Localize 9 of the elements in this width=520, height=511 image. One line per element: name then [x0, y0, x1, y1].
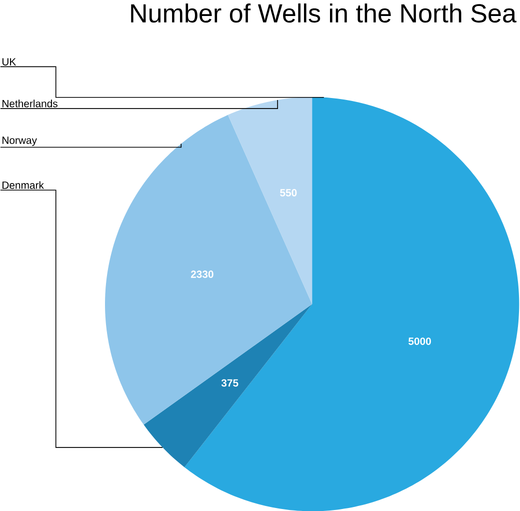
chart-title: Number of Wells in the North Sea — [131, 3, 516, 22]
data-label: 550 — [280, 188, 297, 196]
slice-label: UK — [2, 58, 16, 66]
data-label: 2330 — [190, 270, 214, 278]
slice-label: Denmark — [2, 181, 44, 189]
data-label: 5000 — [408, 337, 431, 345]
slice-label: Netherlands — [2, 100, 58, 108]
data-label: 375 — [221, 379, 238, 387]
slice-label: Norway — [2, 136, 37, 146]
